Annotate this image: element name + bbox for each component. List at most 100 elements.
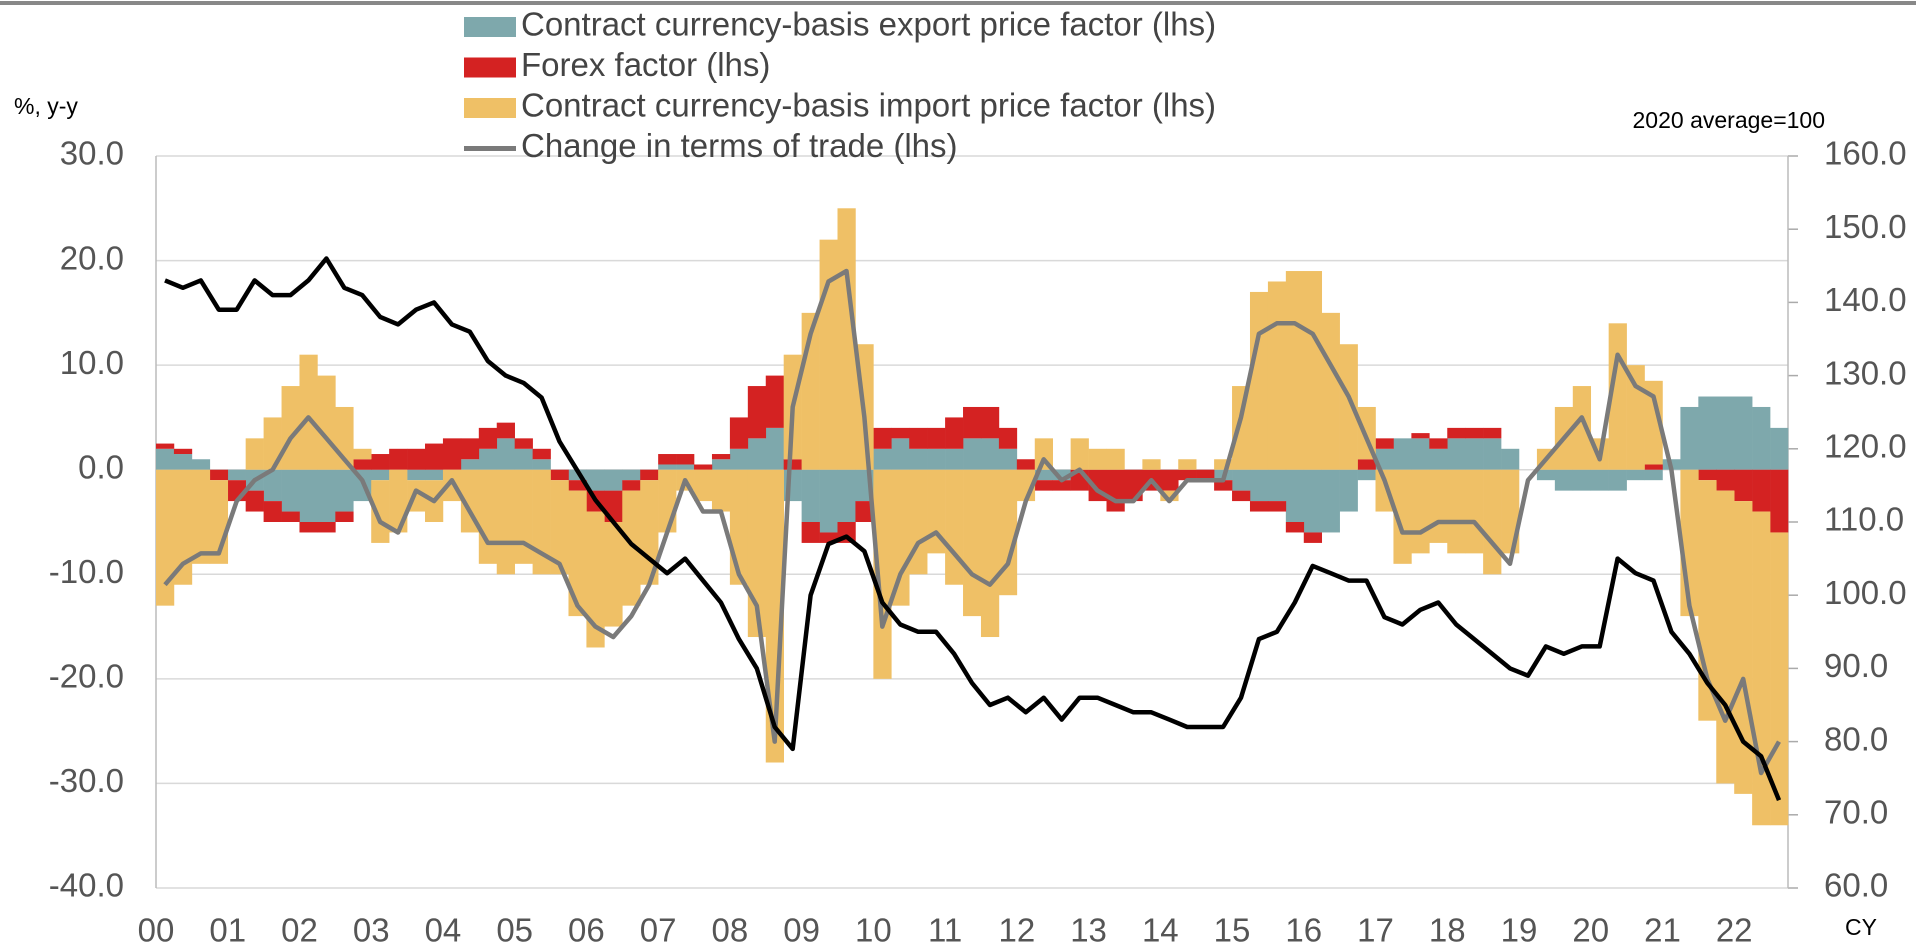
x-tick-label: 13 [1070,912,1107,948]
bar [532,459,551,470]
y2-axis-label: 2020 average=100 [1633,107,1825,133]
bar [1106,448,1125,470]
bar [1267,501,1287,512]
y2-tick-label: 60.0 [1824,867,1888,904]
bar [1429,469,1448,543]
bar [335,469,354,512]
bar [371,454,390,470]
bar [980,406,1000,439]
bar [1088,448,1107,470]
bar [425,443,444,470]
legend-swatch [464,17,516,37]
bar [173,448,193,455]
bar [209,469,229,481]
bar [1393,438,1412,470]
bar [1465,427,1484,439]
bar [801,469,820,522]
bar [711,454,731,460]
y-tick-label: 0.0 [78,448,124,485]
bar [783,459,802,470]
bar [1644,380,1663,465]
bar [442,438,462,470]
bar [1285,469,1305,522]
bar [478,427,498,449]
bar [514,438,533,449]
x-tick-label: 10 [855,912,892,948]
x-axis-label: CY [1845,914,1877,940]
bar [1214,480,1233,491]
bar [586,511,605,648]
x-tick-label: 03 [353,912,390,948]
x-tick-label: 09 [783,912,820,948]
bar [998,448,1018,470]
bar [694,464,713,470]
bar [622,480,641,491]
bar [1357,459,1376,470]
bar [963,406,982,439]
bar [873,469,892,679]
bar [855,501,874,522]
bar [1698,469,1717,481]
bar [819,239,838,470]
bar [622,490,641,606]
legend-swatch [464,57,516,78]
bar [245,438,264,470]
bar [1465,469,1484,554]
legend-label: Forex factor (lhs) [521,46,770,83]
legend-swatch [464,98,516,118]
bar [263,469,282,502]
x-tick-label: 14 [1142,912,1179,948]
x-tick-label: 17 [1357,912,1394,948]
bar [998,427,1018,449]
bar [191,469,211,564]
x-tick-label: 11 [928,912,962,948]
y2-tick-label: 160.0 [1824,135,1907,172]
y2-tick-label: 120.0 [1824,428,1907,465]
bar [1572,386,1592,470]
bar [1770,427,1789,470]
bar [1285,271,1305,470]
bar [1052,480,1071,491]
x-tick-label: 07 [640,912,677,948]
bar [1232,469,1251,491]
bar [1249,291,1269,470]
bar [1214,459,1233,470]
bar [371,469,390,481]
bar [281,469,300,512]
bar [1536,469,1556,481]
x-tick-label: 19 [1501,912,1538,948]
bar [801,522,820,543]
bar [478,469,498,564]
bar [1716,490,1735,784]
bar [1734,469,1753,502]
bar [442,469,462,502]
bar [1752,469,1771,512]
bar [191,459,211,470]
bar [317,522,336,533]
bar [1483,438,1502,470]
bar [1501,448,1520,470]
y-tick-label: 20.0 [60,239,124,276]
bar [945,417,964,449]
y2-tick-label: 130.0 [1824,354,1907,391]
line [163,268,1781,776]
bar [658,464,677,470]
bar [1267,469,1287,502]
bar [156,469,175,606]
bar [711,469,731,512]
bar [1770,469,1789,533]
y2-tick-label: 70.0 [1824,794,1888,831]
bar [658,454,677,465]
bar [980,469,1000,638]
bar [173,469,193,585]
legend-label: Contract currency-basis export price fac… [521,6,1216,43]
bar [1590,469,1609,491]
x-tick-label: 12 [998,912,1035,948]
x-tick-label: 04 [425,912,462,948]
bar [299,354,318,470]
bar [640,480,659,585]
bar [353,459,372,470]
bar [299,522,318,533]
y2-tick-label: 90.0 [1824,647,1888,684]
